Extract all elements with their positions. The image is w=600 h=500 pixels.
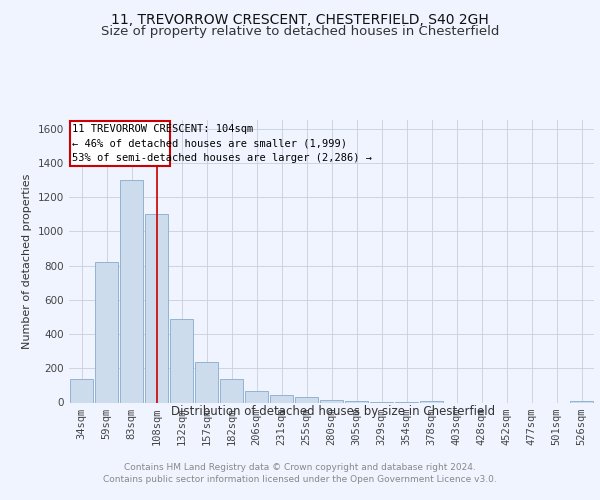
Text: 53% of semi-detached houses are larger (2,286) →: 53% of semi-detached houses are larger (… (73, 153, 373, 163)
Bar (320, 400, 343, 402)
Bar (70, 378, 93, 402)
Bar (120, 180, 143, 402)
Y-axis label: Number of detached properties: Number of detached properties (22, 174, 32, 349)
Text: Contains HM Land Registry data © Crown copyright and database right 2024.: Contains HM Land Registry data © Crown c… (124, 462, 476, 471)
Text: 11 TREVORROW CRESCENT: 104sqm: 11 TREVORROW CRESCENT: 104sqm (73, 124, 254, 134)
Text: 11, TREVORROW CRESCENT, CHESTERFIELD, S40 2GH: 11, TREVORROW CRESCENT, CHESTERFIELD, S4… (111, 12, 489, 26)
Bar (170, 318, 193, 402)
Bar (95, 262, 118, 402)
Text: ← 46% of detached houses are smaller (1,999): ← 46% of detached houses are smaller (1,… (73, 138, 347, 148)
Text: Contains public sector information licensed under the Open Government Licence v3: Contains public sector information licen… (103, 475, 497, 484)
Bar (570, 401, 593, 402)
Bar (295, 398, 318, 402)
Bar (245, 390, 268, 402)
Bar (420, 401, 443, 402)
Bar (220, 380, 243, 402)
Text: Distribution of detached houses by size in Chesterfield: Distribution of detached houses by size … (171, 405, 495, 418)
Bar (70, 121, 170, 166)
Bar (270, 395, 293, 402)
Text: Size of property relative to detached houses in Chesterfield: Size of property relative to detached ho… (101, 25, 499, 38)
Bar (145, 214, 168, 402)
Bar (195, 362, 218, 403)
Bar (345, 401, 368, 402)
